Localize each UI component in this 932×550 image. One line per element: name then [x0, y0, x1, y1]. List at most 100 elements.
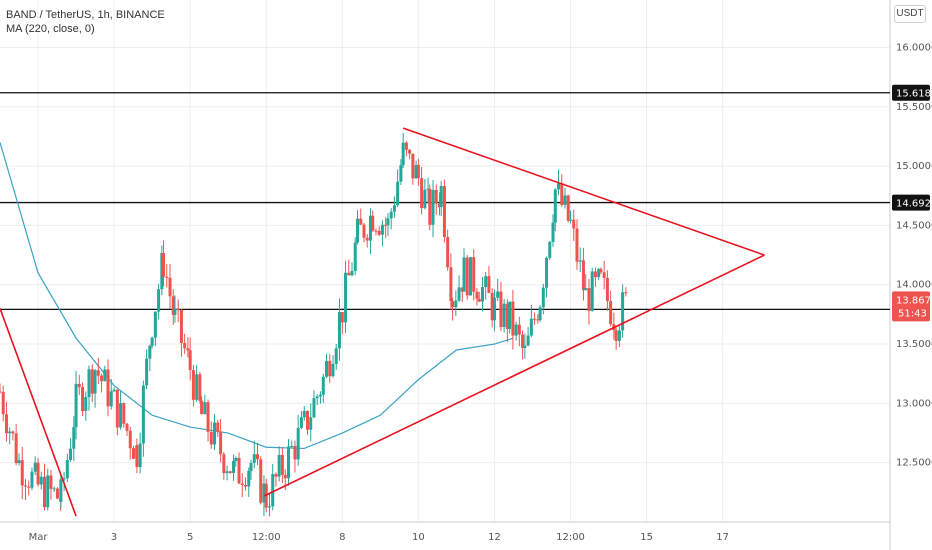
- candle-body: [293, 446, 297, 460]
- candle-body: [148, 345, 152, 359]
- candle-body: [563, 195, 567, 205]
- candle-body: [487, 276, 491, 293]
- currency-button[interactable]: USDT: [894, 5, 926, 23]
- candle-body: [569, 219, 573, 221]
- chart-grid: [0, 0, 891, 550]
- candle-body: [401, 142, 405, 166]
- candle-body: [533, 318, 537, 320]
- candle-body: [321, 376, 325, 395]
- level-price-label: 15.6182: [896, 89, 932, 100]
- candle-body: [514, 324, 518, 336]
- candle-body: [65, 459, 69, 479]
- candle-body: [247, 470, 251, 487]
- candle-body: [232, 460, 236, 473]
- candle-body: [454, 300, 458, 308]
- candle-body: [36, 462, 40, 485]
- ma-line: [0, 142, 514, 450]
- candle-body: [614, 330, 618, 341]
- candle-body: [480, 287, 484, 302]
- candle-body: [420, 178, 424, 209]
- countdown-label: 51:43: [898, 308, 927, 319]
- time-tick-label: 8: [339, 532, 345, 543]
- candle-body: [557, 183, 561, 190]
- candle-body: [14, 433, 18, 464]
- candle-body: [581, 260, 585, 291]
- candle-body: [11, 431, 15, 434]
- candle-body: [213, 422, 217, 445]
- candle-body: [404, 142, 408, 150]
- candle-body: [315, 396, 319, 399]
- trendline-lower: [263, 254, 765, 497]
- candle-body: [566, 195, 570, 221]
- candle-body: [72, 427, 76, 449]
- candle-body: [449, 267, 453, 302]
- price-tick-label: 13.5000: [896, 339, 932, 350]
- indicator-label: MA (220, close, 0): [6, 23, 95, 35]
- candle-body: [84, 397, 88, 412]
- candle-body: [617, 330, 621, 341]
- candle-body: [237, 457, 241, 484]
- candle-body: [386, 218, 390, 226]
- candle-body: [380, 224, 384, 235]
- candle-body: [505, 303, 509, 329]
- candle-body: [575, 228, 579, 262]
- candle-body: [225, 471, 229, 474]
- candle-body: [162, 253, 166, 277]
- candle-body: [249, 463, 253, 471]
- candle-body: [271, 474, 275, 507]
- candlestick-series: [0, 132, 628, 517]
- candle-body: [446, 237, 450, 268]
- candle-body: [112, 389, 116, 392]
- candle-body: [81, 387, 85, 412]
- candle-body: [389, 211, 393, 219]
- candle-body: [240, 483, 244, 485]
- candle-body: [106, 369, 110, 407]
- candle-body: [490, 292, 494, 321]
- candle-body: [280, 454, 284, 475]
- candle-body: [17, 460, 21, 464]
- candle-body: [141, 385, 145, 444]
- candle-body: [228, 471, 232, 473]
- candle-body: [384, 224, 388, 226]
- candle-body: [359, 218, 363, 225]
- candle-body: [168, 277, 172, 297]
- candle-body: [590, 271, 594, 311]
- candle-body: [309, 417, 313, 430]
- candle-body: [572, 219, 576, 229]
- candle-body: [173, 308, 177, 315]
- candle-body: [4, 414, 8, 434]
- candle-body: [517, 324, 521, 335]
- candle-body: [334, 348, 338, 364]
- candle-body: [414, 165, 418, 179]
- trendline-upper: [402, 127, 765, 256]
- level-price-tag: [892, 84, 930, 101]
- candle-body: [511, 301, 515, 336]
- candle-body: [100, 375, 104, 382]
- candle-body: [624, 292, 628, 294]
- candle-body: [176, 308, 180, 311]
- candle-body: [621, 292, 625, 331]
- candle-body: [492, 297, 496, 321]
- candle-body: [1, 391, 5, 415]
- candle-body: [27, 486, 31, 488]
- candle-body: [302, 410, 306, 418]
- candle-body: [186, 348, 190, 351]
- candle-body: [23, 485, 27, 487]
- candle-body: [103, 369, 107, 382]
- candle-body: [46, 475, 50, 508]
- candle-body: [434, 189, 438, 204]
- price-tick-label: 15.5000: [896, 102, 932, 113]
- candle-body: [262, 483, 266, 503]
- chart-legend: BAND / TetherUS, 1h, BINANCE MA (220, cl…: [6, 8, 165, 36]
- last-price-label: 13.8679: [896, 295, 932, 306]
- candle-body: [457, 287, 461, 301]
- candle-body: [472, 257, 476, 292]
- candle-body: [244, 484, 248, 487]
- candle-body: [138, 443, 142, 468]
- candle-body: [526, 335, 530, 346]
- candle-body: [609, 301, 613, 325]
- candle-body: [365, 237, 369, 241]
- candle-body: [377, 230, 381, 235]
- candle-body: [560, 183, 564, 205]
